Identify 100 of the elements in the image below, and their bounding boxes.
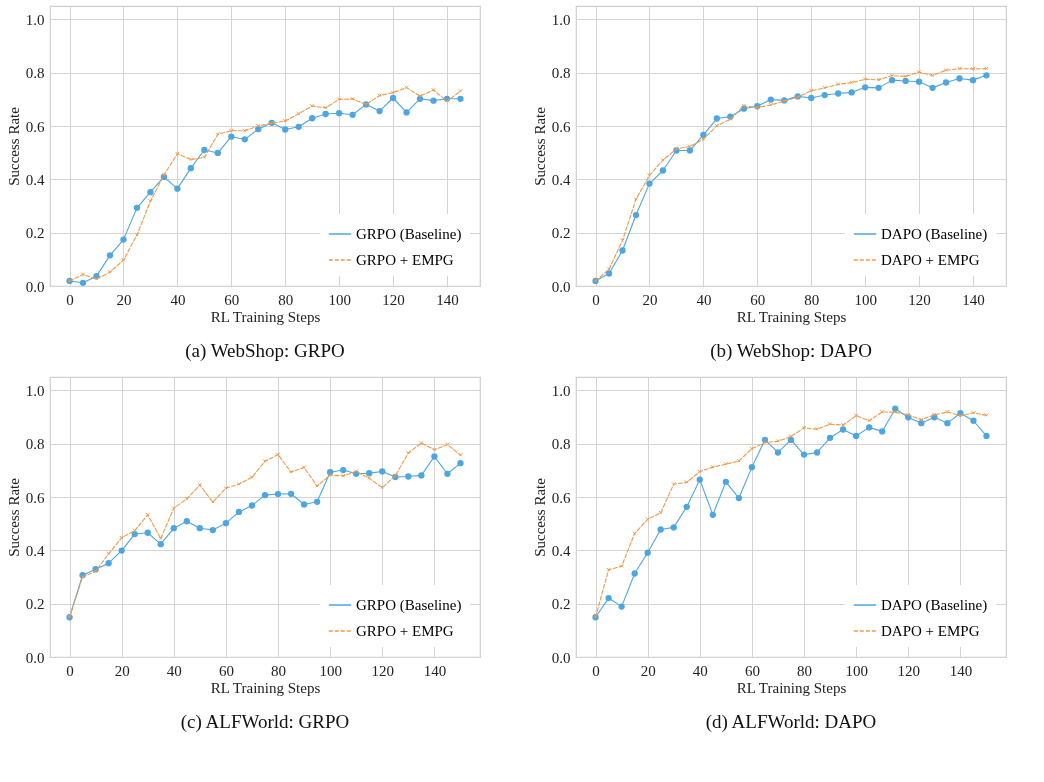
point <box>916 69 922 75</box>
point <box>457 459 464 467</box>
x-tick-label: 140 <box>949 662 973 679</box>
y-axis-title: Success Rate <box>531 477 548 557</box>
point <box>839 426 847 433</box>
point <box>377 93 382 98</box>
point <box>852 432 860 440</box>
point <box>403 109 410 116</box>
y-axis-title: Success Rate <box>5 106 22 186</box>
point <box>631 570 638 577</box>
point <box>722 478 730 485</box>
point <box>282 126 289 133</box>
point <box>209 526 217 534</box>
point <box>944 419 951 427</box>
point <box>696 476 703 483</box>
point <box>121 257 126 263</box>
point <box>620 238 625 243</box>
point <box>848 89 855 96</box>
y-tick-label: 0.0 <box>25 278 45 295</box>
x-tick-label: 20 <box>642 291 658 308</box>
point <box>133 204 141 212</box>
point <box>430 97 437 104</box>
y-tick-label: 1.0 <box>551 11 571 28</box>
point <box>835 82 841 87</box>
point <box>349 111 356 118</box>
point <box>120 236 127 243</box>
y-tick-label: 0.4 <box>551 542 571 559</box>
point <box>201 146 208 154</box>
y-axis-title: Success Rate <box>5 477 22 557</box>
point <box>248 502 256 509</box>
point <box>632 211 640 219</box>
x-tick-label: 40 <box>166 662 182 679</box>
point <box>366 470 373 477</box>
x-axis-title: RL Training Steps <box>210 308 321 325</box>
point <box>295 123 302 130</box>
y-tick-label: 0.4 <box>551 171 571 188</box>
point <box>183 518 190 525</box>
x-axis-title: RL Training Steps <box>210 679 321 696</box>
point <box>132 528 138 533</box>
point <box>196 525 204 532</box>
legend-label: DAPO (Baseline) <box>881 597 988 614</box>
point <box>943 67 949 73</box>
y-tick-label: 0.2 <box>551 225 571 242</box>
point <box>826 434 834 441</box>
y-tick-label: 0.8 <box>551 65 571 82</box>
point <box>956 75 963 82</box>
point <box>309 115 316 122</box>
point <box>405 473 412 480</box>
x-tick-label: 120 <box>897 662 921 679</box>
x-tick-label: 80 <box>271 662 287 679</box>
point <box>767 96 774 103</box>
point <box>748 463 756 471</box>
point <box>170 525 177 532</box>
point <box>813 449 821 456</box>
point <box>821 91 828 99</box>
point <box>336 96 342 102</box>
point <box>889 73 895 78</box>
point <box>670 524 677 531</box>
x-tick-label: 100 <box>845 662 868 679</box>
y-tick-label: 1.0 <box>551 382 571 399</box>
y-tick-label: 0.2 <box>551 596 571 613</box>
point <box>903 74 908 79</box>
x-tick-label: 0 <box>66 291 74 308</box>
point <box>288 469 294 475</box>
x-tick-label: 0 <box>66 662 74 679</box>
point <box>687 144 693 149</box>
point <box>222 519 230 527</box>
y-tick-label: 0.4 <box>25 171 45 188</box>
x-tick-label: 20 <box>114 662 130 679</box>
point <box>106 252 114 259</box>
point <box>762 440 768 445</box>
point <box>647 172 652 178</box>
point <box>376 107 383 115</box>
point <box>171 505 177 511</box>
y-tick-label: 1.0 <box>25 11 45 28</box>
point <box>671 481 677 487</box>
point <box>235 508 243 516</box>
x-tick-label: 80 <box>804 291 820 308</box>
point <box>787 436 795 444</box>
point <box>892 409 898 415</box>
point <box>214 149 221 157</box>
x-tick-label: 20 <box>116 291 132 308</box>
x-tick-label: 40 <box>696 291 712 308</box>
point <box>646 180 653 187</box>
y-tick-label: 0.2 <box>25 225 45 242</box>
text: (d) ALFWorld: DAPO <box>705 711 877 733</box>
x-tick-label: 120 <box>371 662 395 679</box>
point <box>929 84 936 92</box>
point <box>313 498 321 505</box>
x-tick-label: 140 <box>423 662 447 679</box>
point <box>106 551 112 557</box>
text: (a) WebShop: GRPO <box>185 340 345 362</box>
point <box>618 603 625 610</box>
point <box>187 164 195 172</box>
y-tick-label: 0.6 <box>25 118 45 135</box>
point <box>144 529 151 536</box>
y-tick-label: 0.2 <box>25 596 45 613</box>
point <box>404 85 409 90</box>
point <box>713 115 721 122</box>
x-tick-label: 100 <box>854 291 877 308</box>
